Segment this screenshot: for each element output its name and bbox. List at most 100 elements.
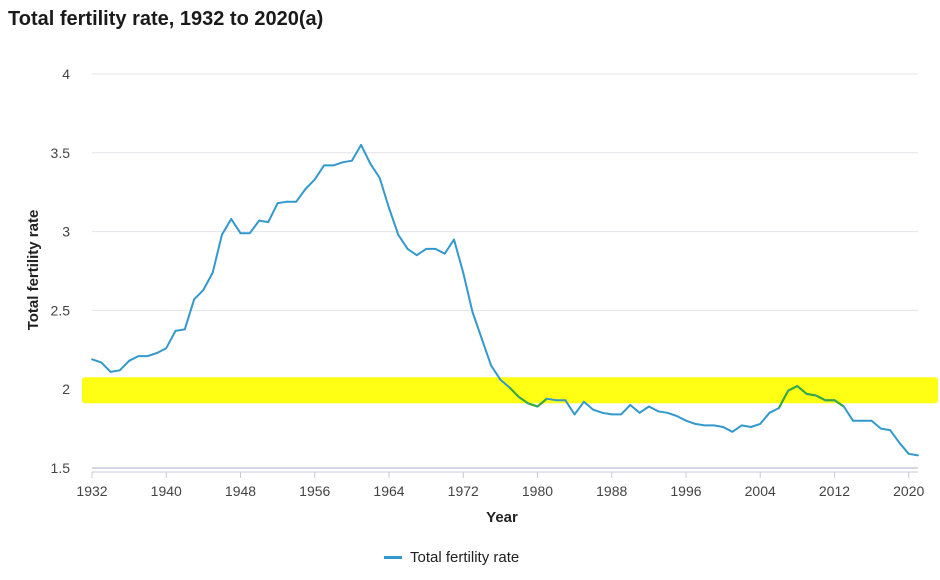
data-point bbox=[518, 396, 520, 398]
data-point bbox=[156, 352, 158, 354]
data-point bbox=[610, 413, 613, 416]
x-tick-label: 2020 bbox=[893, 483, 924, 499]
data-point bbox=[221, 233, 223, 236]
data-point bbox=[239, 232, 242, 235]
data-point bbox=[750, 426, 752, 428]
y-tick-label: 4 bbox=[62, 66, 70, 82]
y-axis-title: Total fertility rate bbox=[25, 210, 42, 331]
x-axis-title: Year bbox=[486, 509, 518, 526]
data-point bbox=[824, 399, 827, 402]
x-tick-label: 1972 bbox=[448, 483, 479, 499]
data-point bbox=[731, 430, 734, 433]
data-point bbox=[313, 178, 316, 181]
data-point bbox=[378, 177, 381, 179]
data-point bbox=[323, 164, 325, 167]
data-point bbox=[304, 188, 307, 190]
data-point bbox=[397, 233, 400, 236]
data-point bbox=[480, 337, 483, 340]
data-point bbox=[388, 207, 390, 209]
x-tick-label: 1948 bbox=[225, 483, 256, 499]
data-point bbox=[601, 411, 604, 414]
data-point bbox=[351, 159, 353, 162]
data-point bbox=[332, 164, 335, 167]
gridlines bbox=[91, 73, 918, 478]
data-point bbox=[648, 405, 650, 408]
data-point bbox=[666, 411, 669, 414]
data-point bbox=[508, 386, 511, 389]
data-point bbox=[286, 200, 288, 203]
data-point bbox=[527, 402, 530, 405]
data-point bbox=[211, 271, 214, 274]
data-point bbox=[499, 378, 502, 381]
data-point bbox=[276, 202, 279, 205]
data-point bbox=[91, 358, 93, 361]
data-point bbox=[889, 429, 892, 432]
series-layer bbox=[91, 143, 919, 457]
data-point bbox=[434, 248, 437, 250]
data-point bbox=[443, 252, 446, 255]
data-point bbox=[369, 162, 372, 165]
data-point bbox=[638, 411, 641, 414]
data-point bbox=[694, 423, 697, 425]
data-point bbox=[629, 404, 632, 406]
data-point bbox=[620, 413, 622, 416]
x-tick-label: 1996 bbox=[670, 483, 701, 499]
data-point bbox=[815, 394, 817, 397]
data-point bbox=[833, 399, 836, 402]
data-point bbox=[657, 410, 659, 413]
x-tick-label: 2004 bbox=[745, 483, 776, 499]
data-point bbox=[870, 419, 873, 422]
data-point bbox=[202, 289, 205, 291]
data-point bbox=[861, 419, 864, 422]
data-point bbox=[100, 361, 103, 364]
data-point bbox=[573, 413, 576, 416]
data-point bbox=[165, 347, 168, 350]
data-point bbox=[787, 389, 789, 392]
legend-label: Total fertility rate bbox=[410, 549, 520, 566]
y-tick-label: 1.5 bbox=[51, 460, 71, 476]
x-tick-label: 1964 bbox=[373, 483, 404, 499]
y-tick-label: 3.5 bbox=[51, 145, 71, 161]
data-point bbox=[907, 452, 910, 455]
data-point bbox=[341, 161, 344, 164]
chart-title: Total fertility rate, 1932 to 2020(a) bbox=[8, 8, 324, 30]
data-point bbox=[545, 397, 548, 400]
legend-swatch bbox=[384, 556, 402, 559]
data-point bbox=[267, 221, 270, 224]
y-tick-label: 2 bbox=[62, 381, 70, 397]
data-point bbox=[425, 248, 427, 250]
data-point bbox=[536, 405, 539, 408]
tick-labels: 1.5 2 2.5 3 3.5 4 1932 1940 1948 1956 1964 1972 1980… bbox=[51, 66, 925, 499]
data-point bbox=[722, 426, 724, 428]
data-point bbox=[360, 144, 362, 146]
data-point bbox=[137, 355, 140, 357]
x-tick-label: 1988 bbox=[596, 483, 627, 499]
data-point bbox=[740, 424, 743, 427]
data-point bbox=[248, 232, 251, 235]
series-line-total-fertility-rate bbox=[91, 143, 919, 457]
data-point bbox=[842, 405, 845, 408]
data-point bbox=[453, 238, 455, 241]
data-point bbox=[917, 454, 919, 457]
data-point bbox=[796, 385, 799, 387]
data-point bbox=[462, 271, 465, 274]
y-tick-label: 2.5 bbox=[51, 302, 71, 318]
data-point bbox=[183, 328, 186, 331]
x-tick-label: 1932 bbox=[76, 483, 107, 499]
data-point bbox=[415, 254, 418, 257]
data-point bbox=[258, 219, 260, 222]
data-point bbox=[675, 415, 678, 417]
data-point bbox=[555, 399, 557, 402]
series-line-highlighted-segment bbox=[777, 385, 845, 409]
data-point bbox=[295, 200, 298, 203]
data-point bbox=[118, 369, 121, 372]
data-point bbox=[230, 218, 233, 220]
data-point bbox=[193, 298, 196, 301]
data-point bbox=[128, 359, 131, 362]
x-tick-label: 1956 bbox=[299, 483, 330, 499]
data-point bbox=[174, 330, 177, 332]
x-tick-label: 1980 bbox=[522, 483, 553, 499]
data-point bbox=[583, 400, 585, 403]
highlight-band bbox=[82, 377, 938, 404]
